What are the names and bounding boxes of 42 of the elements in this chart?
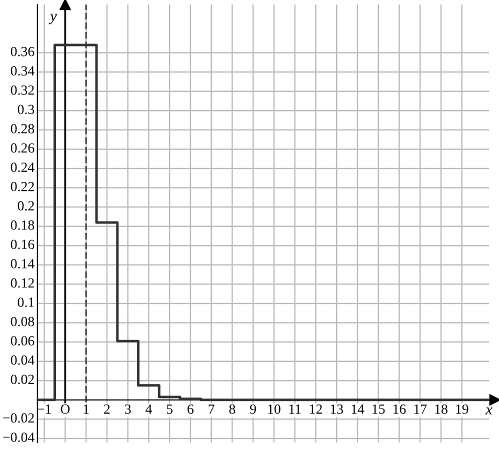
y-tick-label: −0.04 bbox=[3, 432, 34, 442]
y-tick-label: 0.08 bbox=[10, 316, 34, 326]
y-tick-label: 0.12 bbox=[10, 278, 34, 288]
x-tick-label: 16 bbox=[394, 404, 406, 414]
y-tick-label: 0.2 bbox=[18, 201, 34, 211]
y-tick-label: 0.06 bbox=[10, 336, 34, 346]
x-tick-label: 18 bbox=[435, 404, 448, 414]
x-tick-label: 7 bbox=[208, 404, 214, 414]
y-tick-label: 0.28 bbox=[10, 124, 34, 134]
x-tick-label: 9 bbox=[250, 404, 256, 414]
x-tick-label: 6 bbox=[188, 404, 194, 414]
x-tick-label: 3 bbox=[125, 404, 131, 414]
x-tick-label: 1 bbox=[84, 404, 89, 414]
y-tick-label: −0.02 bbox=[3, 413, 34, 423]
x-tick-label: 15 bbox=[372, 404, 385, 414]
y-tick-label: 0.36 bbox=[10, 46, 34, 56]
x-tick-label: 5 bbox=[166, 404, 173, 414]
x-tick-label: 12 bbox=[310, 404, 322, 414]
x-tick-label: 2 bbox=[104, 404, 110, 414]
y-tick-label: 0.22 bbox=[10, 182, 34, 192]
x-tick-label: 8 bbox=[229, 404, 236, 414]
x-tick-label: O bbox=[60, 404, 70, 414]
x-tick-label: 13 bbox=[330, 404, 344, 414]
y-axis-title: y bbox=[48, 14, 57, 24]
y-tick-label: 0.32 bbox=[10, 85, 34, 95]
y-tick-label: 0.26 bbox=[10, 143, 34, 153]
y-tick-label: 0.16 bbox=[10, 240, 34, 250]
y-tick-label: 0.04 bbox=[10, 355, 34, 365]
y-tick-label: 0.1 bbox=[18, 298, 34, 308]
y-tick-label: 0.18 bbox=[10, 220, 34, 230]
x-tick-label: 10 bbox=[268, 404, 280, 414]
y-tick-label: 0.14 bbox=[10, 259, 34, 268]
x-tick-label: 11 bbox=[289, 404, 301, 414]
y-tick-label: 0.24 bbox=[10, 162, 34, 172]
x-axis-title: x bbox=[485, 407, 492, 414]
x-tick-label: 4 bbox=[146, 404, 152, 414]
x-tick-label: 19 bbox=[456, 404, 468, 414]
y-tick-label: 0.34 bbox=[10, 66, 34, 76]
y-tick-label: 0.02 bbox=[10, 374, 34, 384]
x-tick-label: 14 bbox=[352, 404, 364, 414]
x-tick-label: 17 bbox=[414, 404, 427, 414]
y-tick-label: 0.3 bbox=[18, 104, 34, 114]
